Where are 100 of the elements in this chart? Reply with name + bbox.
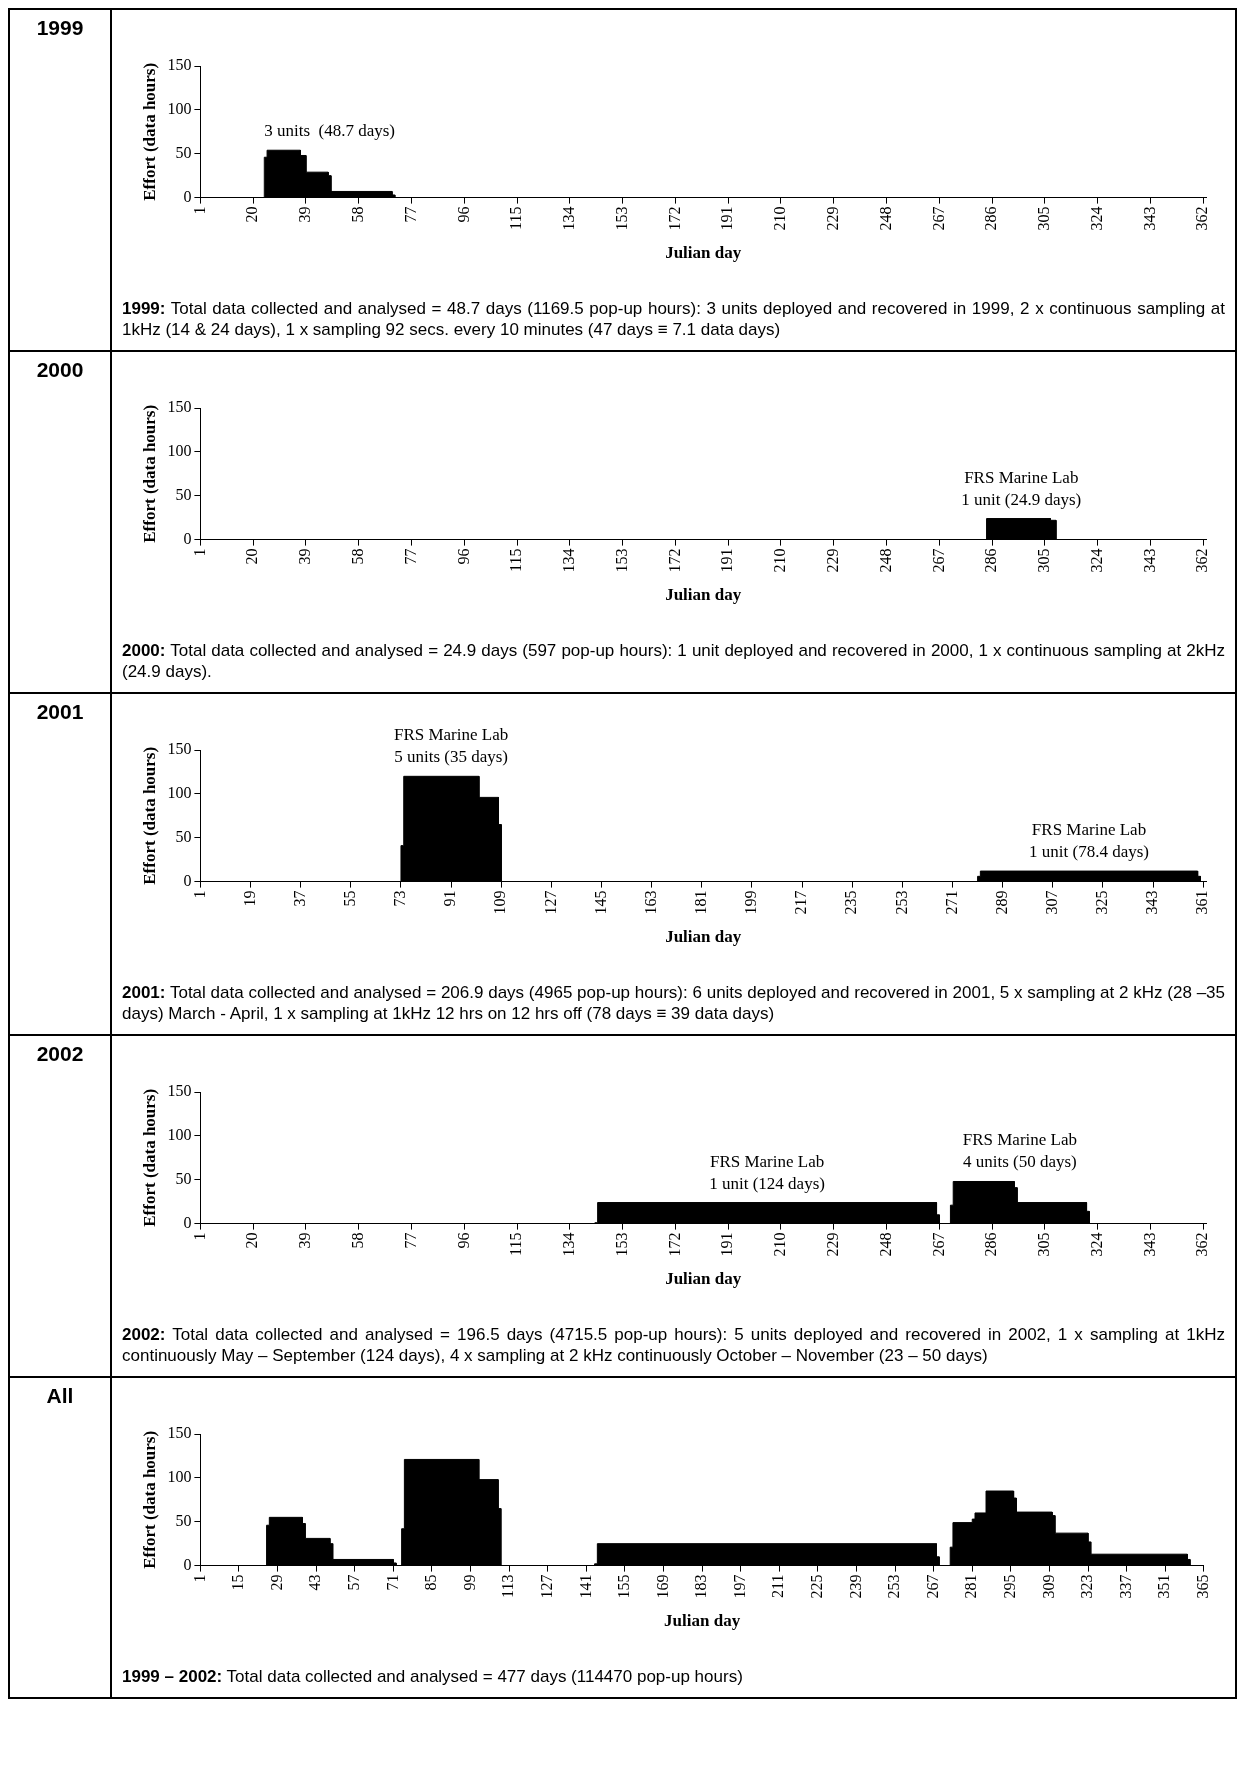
- x-tick-label: 20: [243, 1232, 261, 1249]
- x-tick-label: 295: [1001, 1574, 1019, 1599]
- y-axis-title: Effort (data hours): [139, 404, 159, 543]
- x-tick-label: 225: [808, 1574, 826, 1599]
- x-tick-label: 286: [982, 1232, 1000, 1257]
- x-tick-label: 1: [190, 890, 208, 899]
- x-tick-label: 191: [718, 1232, 736, 1257]
- x-tick-label: 197: [730, 1574, 748, 1599]
- x-tick-label: 362: [1193, 1232, 1211, 1257]
- y-axis-title: Effort (data hours): [139, 62, 159, 201]
- x-tick-label: 115: [507, 548, 525, 573]
- x-tick-label: 172: [665, 548, 683, 573]
- x-tick-label: 248: [876, 1232, 894, 1257]
- x-tick-label: 217: [792, 890, 810, 915]
- x-tick-label: 267: [929, 548, 947, 573]
- annotation: FRS Marine Lab 5 units (35 days): [393, 725, 509, 767]
- x-tick-label: 58: [348, 548, 366, 565]
- y-axis-title: Effort (data hours): [139, 1088, 159, 1227]
- y-tick-label: 0: [183, 529, 192, 547]
- annotation: FRS Marine Lab 4 units (50 days): [962, 1130, 1078, 1172]
- x-tick-label: 58: [348, 206, 366, 223]
- y-tick-label: 150: [167, 1082, 192, 1100]
- x-tick-label: 1: [190, 548, 208, 557]
- x-tick-label: 20: [243, 548, 261, 565]
- x-tick-label: 134: [560, 548, 578, 573]
- y-tick-label: 50: [175, 1511, 192, 1529]
- x-tick-label: 153: [612, 206, 630, 231]
- x-axis-title: Julian day: [665, 927, 742, 947]
- x-tick-label: 239: [846, 1574, 864, 1599]
- x-tick-label: 73: [391, 890, 409, 907]
- x-tick-label: 96: [454, 1232, 472, 1249]
- x-tick-label: 172: [665, 206, 683, 231]
- x-axis-title: Julian day: [664, 1611, 741, 1631]
- x-tick-label: 191: [718, 206, 736, 231]
- chart-title: 2001: [9, 693, 111, 1035]
- x-tick-label: 305: [1035, 1232, 1053, 1257]
- text: 1999: Total data collected and analysed = 48.7 days (1169.5 pop-up hours): 3 units deployed and recovered in 1999, 2 x continuous sampling at 1kHz (14 & 24 days), 1 x sampling 92 secs. every 10 minutes (47 days ≡ 7.1 data days): [122, 299, 1225, 339]
- x-tick-label: 96: [454, 548, 472, 565]
- x-tick-label: 210: [771, 1232, 789, 1257]
- x-tick-label: 109: [491, 890, 509, 915]
- chart-title: 1999: [9, 9, 111, 351]
- y-tick-label: 100: [167, 784, 192, 802]
- x-tick-label: 85: [422, 1574, 440, 1591]
- x-tick-label: 235: [842, 890, 860, 915]
- x-tick-label: 183: [692, 1574, 710, 1599]
- y-tick-label: 0: [183, 1213, 192, 1231]
- x-tick-label: 127: [541, 890, 559, 915]
- x-tick-label: 267: [929, 206, 947, 231]
- x-tick-label: 96: [454, 206, 472, 223]
- x-tick-label: 361: [1193, 890, 1211, 915]
- x-tick-label: 153: [612, 1232, 630, 1257]
- x-tick-label: 343: [1140, 1232, 1158, 1257]
- text: 2002: Total data collected and analysed = 196.5 days (4715.5 pop-up hours): 5 units deployed and recovered in 2002, 1 x sampling at 1kHz continuously May – September (124 days), 4 x sampling at 2 kHz continuously October – November (23 – 50 days): [122, 1325, 1225, 1365]
- x-tick-label: 141: [576, 1574, 594, 1599]
- x-tick-label: 210: [771, 548, 789, 573]
- x-tick-label: 351: [1155, 1574, 1173, 1599]
- x-tick-label: 210: [771, 206, 789, 231]
- x-tick-label: 229: [823, 548, 841, 573]
- chart-title: 2000: [9, 351, 111, 693]
- x-tick-label: 77: [401, 206, 419, 223]
- x-tick-label: 134: [560, 1232, 578, 1257]
- x-tick-label: 153: [612, 548, 630, 573]
- x-tick-label: 362: [1193, 548, 1211, 573]
- y-tick-label: 100: [167, 100, 192, 118]
- x-tick-label: 127: [537, 1574, 555, 1599]
- x-tick-label: 39: [296, 1232, 314, 1249]
- text: 2001: Total data collected and analysed = 206.9 days (4965 pop-up hours): 6 units deployed and recovered in 2001, 5 x sampling at 2 kHz (28 –35 days) March - April, 1 x sampling at 1kHz 12 hrs on 12 hrs off (78 days ≡ 39 data days): [122, 983, 1225, 1023]
- x-tick-label: 324: [1087, 206, 1105, 231]
- annotation: FRS Marine Lab 1 unit (78.4 days): [1029, 820, 1149, 862]
- x-tick-label: 211: [769, 1574, 787, 1599]
- x-tick-label: 71: [383, 1574, 401, 1591]
- x-tick-label: 323: [1078, 1574, 1096, 1599]
- y-tick-label: 150: [167, 740, 192, 758]
- y-tick-label: 150: [167, 398, 192, 416]
- x-tick-label: 77: [401, 1232, 419, 1249]
- y-axis-title: Effort (data hours): [139, 1430, 159, 1569]
- x-tick-label: 99: [460, 1574, 478, 1591]
- x-tick-label: 362: [1193, 206, 1211, 231]
- x-tick-label: 172: [665, 1232, 683, 1257]
- x-tick-label: 307: [1043, 890, 1060, 915]
- x-tick-label: 267: [923, 1574, 941, 1599]
- chart-title: 2002: [9, 1035, 111, 1377]
- x-tick-label: 343: [1140, 548, 1158, 573]
- annotation: FRS Marine Lab 1 unit (124 days): [709, 1151, 825, 1193]
- x-tick-label: 77: [401, 548, 419, 565]
- x-tick-label: 325: [1093, 890, 1111, 915]
- x-tick-label: 305: [1035, 206, 1053, 231]
- x-tick-label: 39: [296, 206, 314, 223]
- x-tick-label: 343: [1140, 206, 1158, 231]
- x-tick-label: 286: [982, 548, 1000, 573]
- x-tick-label: 324: [1087, 548, 1105, 573]
- x-tick-label: 343: [1143, 890, 1161, 915]
- y-tick-label: 150: [167, 56, 192, 74]
- x-tick-label: 19: [240, 890, 258, 907]
- x-tick-label: 253: [885, 1574, 903, 1599]
- x-tick-label: 43: [306, 1574, 324, 1591]
- x-tick-label: 1: [190, 1574, 208, 1583]
- y-tick-label: 50: [175, 143, 192, 161]
- x-tick-label: 134: [560, 206, 578, 231]
- x-tick-label: 309: [1039, 1574, 1057, 1599]
